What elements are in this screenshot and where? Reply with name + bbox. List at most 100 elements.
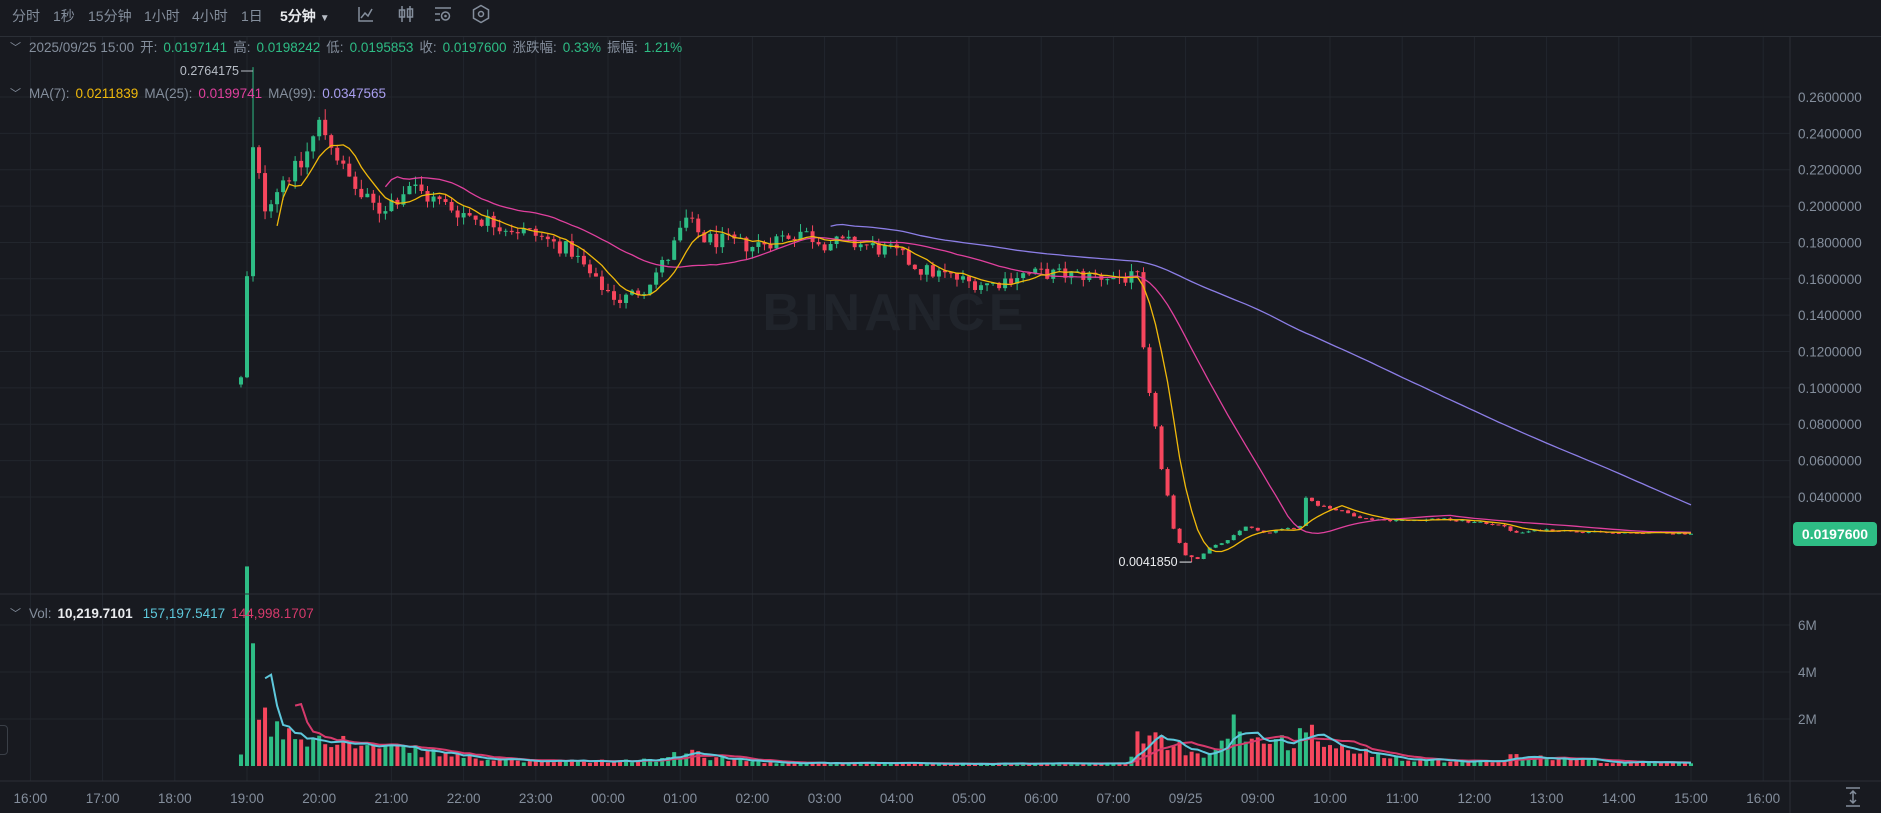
auto-scale-icon[interactable]	[1843, 786, 1863, 808]
candle-up	[485, 215, 490, 226]
candle-up	[238, 377, 243, 385]
low-value: 0.0195853	[349, 40, 414, 55]
ma7-value: 0.0211839	[75, 86, 139, 101]
volume-bar	[1670, 762, 1675, 766]
volume-bar	[828, 764, 833, 766]
candle-up	[1394, 520, 1399, 522]
settings-hexagon-icon[interactable]	[471, 4, 491, 24]
collapse-chevron-icon[interactable]: ﹀	[10, 42, 21, 54]
candle-up	[780, 235, 785, 237]
candle-down	[1159, 426, 1164, 470]
candle-up	[461, 213, 466, 218]
high-value: 0.0198242	[256, 40, 321, 55]
volume-bar	[852, 762, 857, 766]
candle-up	[365, 193, 370, 198]
volume-bar	[449, 756, 454, 766]
candle-down	[1255, 527, 1260, 531]
collapse-chevron-icon[interactable]: ﹀	[10, 88, 21, 100]
volume-bar	[1382, 758, 1387, 766]
volume-bar	[894, 762, 899, 766]
collapse-chevron-icon[interactable]: ﹀	[10, 608, 21, 620]
candle-up	[1225, 540, 1230, 544]
candle-up	[858, 244, 863, 248]
volume-bar	[1009, 763, 1014, 766]
side-panel-toggle[interactable]	[0, 725, 8, 755]
candle-down	[527, 228, 532, 230]
volume-bar	[245, 566, 249, 766]
volume-bar	[1219, 740, 1224, 766]
volume-bar	[1087, 763, 1092, 766]
interval-4h[interactable]: 4小时	[192, 8, 228, 24]
volume-bar	[593, 760, 598, 766]
volume-bar	[1604, 763, 1609, 766]
volume-bar	[521, 762, 526, 766]
volume-bar	[1538, 755, 1543, 766]
volume-bar	[515, 760, 520, 766]
candle-down	[551, 239, 556, 242]
candle-down	[479, 219, 484, 226]
candle-up	[642, 294, 647, 296]
volume-bar	[1315, 741, 1320, 766]
chart-grid	[0, 37, 1790, 781]
vol-label: Vol:	[29, 606, 52, 621]
volume-bar	[1189, 751, 1194, 766]
candle-down	[954, 273, 959, 280]
volume-ma1-line	[264, 673, 1692, 766]
volume-bar	[1412, 761, 1417, 766]
time-tick-label: 16:00	[14, 791, 48, 806]
price-tick-label: 0.1000000	[1798, 381, 1862, 396]
candle-up	[413, 184, 418, 187]
low-marker-label: 0.0041850	[1119, 555, 1178, 569]
volume-bar	[678, 757, 683, 766]
interval-5m-dropdown[interactable]: 5分钟 ▼	[280, 6, 330, 26]
ma25-label: MA(25):	[144, 86, 193, 101]
volume-bar	[1111, 764, 1116, 766]
candle-up	[1532, 530, 1537, 532]
interval-1s[interactable]: 1秒	[53, 8, 75, 24]
high-label: 高:	[233, 40, 251, 55]
candle-down	[1135, 271, 1140, 273]
candle-down	[1123, 277, 1128, 283]
volume-tick-label: 4M	[1798, 665, 1817, 680]
candle-down	[473, 215, 478, 220]
interval-1d[interactable]: 1日	[241, 8, 263, 24]
line-chart-icon[interactable]	[356, 4, 376, 24]
volume-bar	[1388, 758, 1393, 766]
volume-bar	[1526, 756, 1531, 766]
low-label: 低:	[326, 40, 344, 55]
candle-up	[1285, 528, 1290, 530]
candle-down	[1358, 516, 1363, 519]
volume-bar	[1448, 761, 1453, 766]
volume-bar	[1364, 748, 1369, 766]
volume-bar	[1309, 724, 1314, 766]
candlestick-icon[interactable]	[396, 4, 416, 24]
candle-up	[275, 192, 280, 205]
volume-bar	[967, 764, 971, 766]
candle-up	[985, 283, 990, 286]
candle-down	[1610, 532, 1615, 534]
candle-up	[389, 199, 394, 212]
time-tick-label: 15:00	[1674, 791, 1708, 806]
indicator-icon[interactable]	[433, 4, 453, 24]
candle-down	[732, 234, 737, 239]
volume-bar	[383, 744, 388, 766]
volume-bar	[1027, 764, 1032, 766]
amplitude-label: 振幅:	[607, 40, 638, 55]
time-tick-label: 06:00	[1024, 791, 1058, 806]
price-tick-label: 0.0800000	[1798, 417, 1862, 432]
candle-up	[383, 211, 388, 214]
candle-down	[1081, 271, 1086, 280]
interval-1h[interactable]: 1小时	[144, 8, 180, 24]
candle-down	[612, 291, 617, 300]
volume-bar	[563, 761, 568, 766]
volume-bar	[1177, 741, 1182, 766]
volume-bar	[1646, 761, 1651, 766]
candle-down	[822, 244, 827, 251]
interval-15m[interactable]: 15分钟	[88, 8, 132, 24]
volume-bar	[708, 760, 713, 766]
candle-down	[1165, 469, 1170, 496]
interval-fenshi[interactable]: 分时	[12, 8, 40, 24]
volume-bar	[1556, 759, 1561, 766]
time-tick-label: 00:00	[591, 791, 625, 806]
